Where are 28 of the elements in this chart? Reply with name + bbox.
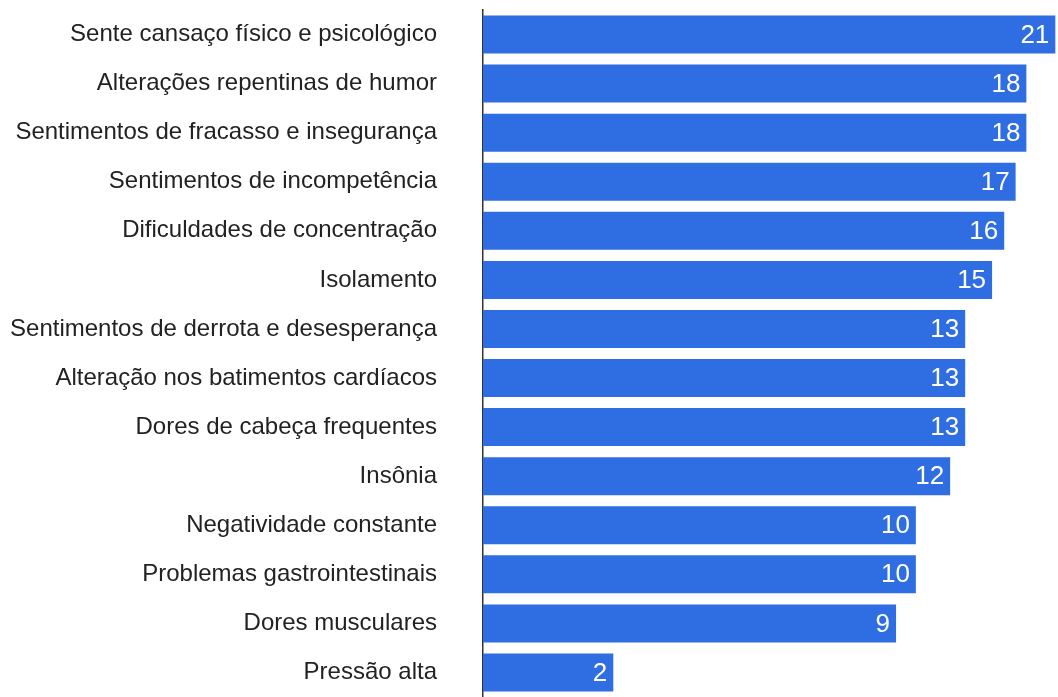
y-tick-label: Pressão alta bbox=[303, 657, 438, 685]
data-label: 13 bbox=[930, 313, 960, 344]
y-tick-label: Isolamento bbox=[319, 264, 437, 292]
y-tick-label: Sentimentos de derrota e desesperança bbox=[10, 313, 438, 341]
y-tick-label: Sentimentos de incompetência bbox=[108, 166, 438, 194]
data-label: 15 bbox=[957, 264, 987, 295]
y-tick-label: Negatividade constante bbox=[186, 509, 437, 537]
y-tick-label: Alterações repentinas de humor bbox=[96, 68, 437, 96]
y-tick-label: Sente cansaço físico e psicológico bbox=[70, 19, 437, 47]
data-label: 16 bbox=[969, 214, 999, 245]
data-label: 10 bbox=[880, 558, 910, 589]
data-label: 18 bbox=[991, 116, 1021, 147]
data-label: 12 bbox=[915, 460, 945, 491]
y-tick-label: Insônia bbox=[359, 460, 438, 488]
y-tick-label: Dores musculares bbox=[243, 608, 437, 636]
data-label: 13 bbox=[930, 411, 960, 442]
y-tick-label: Alteração nos batimentos cardíacos bbox=[55, 362, 437, 390]
data-label: 2 bbox=[592, 656, 608, 687]
data-label: 18 bbox=[991, 67, 1021, 98]
y-tick-label: Dificuldades de concentração bbox=[122, 215, 437, 243]
data-label: 17 bbox=[980, 165, 1010, 196]
data-label: 9 bbox=[875, 607, 891, 638]
y-tick-label: Sentimentos de fracasso e insegurança bbox=[15, 117, 438, 145]
y-tick-label: Problemas gastrointestinais bbox=[142, 558, 437, 586]
data-label: 10 bbox=[880, 509, 910, 540]
y-tick-label: Dores de cabeça frequentes bbox=[135, 411, 437, 439]
data-label: 21 bbox=[1020, 18, 1050, 49]
data-label: 13 bbox=[930, 362, 960, 393]
